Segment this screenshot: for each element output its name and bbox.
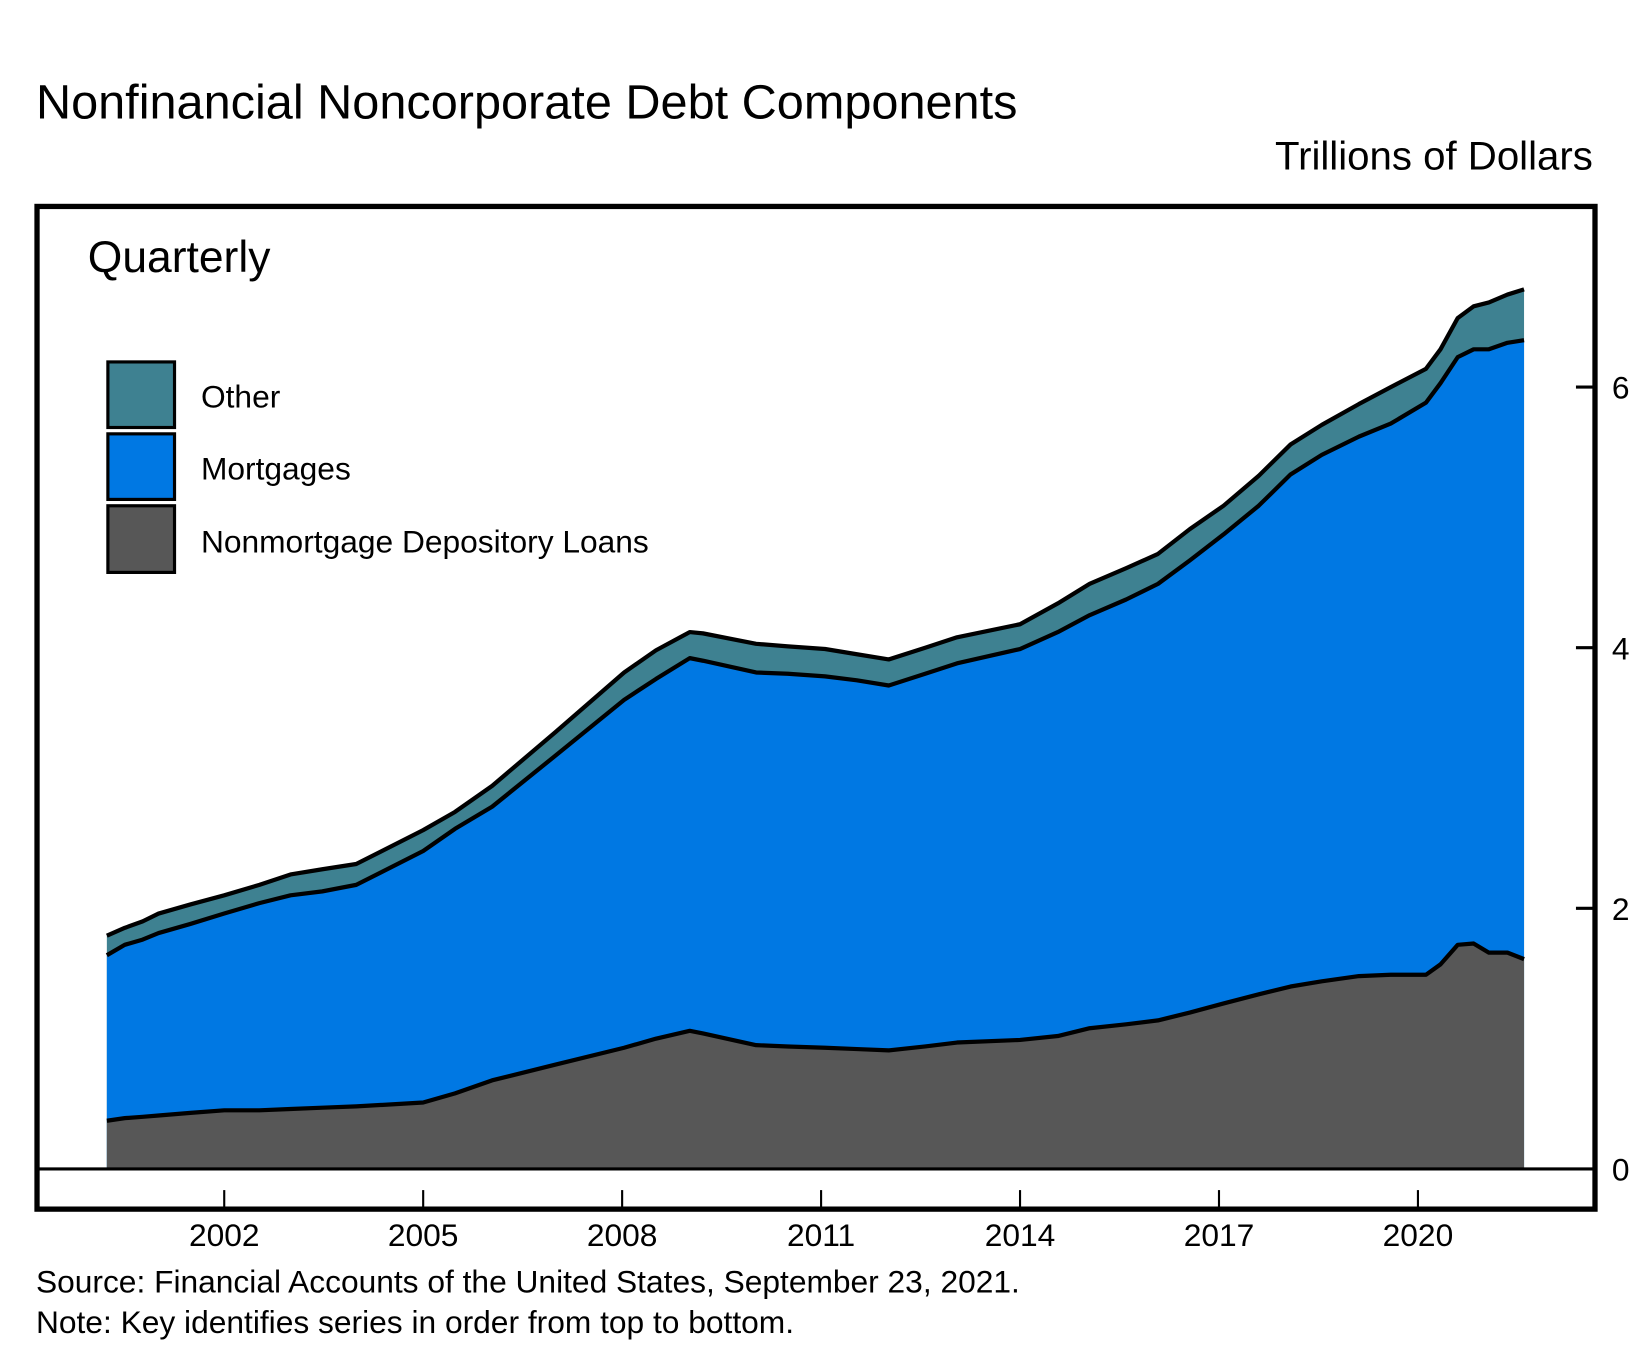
x-tick-label: 2008 (587, 1217, 658, 1253)
y-tick-label: 4 (1612, 630, 1630, 666)
y-axis: 0 2 4 6 (1575, 370, 1630, 1188)
y-tick-label: 0 (1612, 1152, 1630, 1188)
x-tick-label: 2020 (1383, 1217, 1454, 1253)
area-nonmortgage-depository-loans (106, 943, 1525, 1169)
source-note: Source: Financial Accounts of the United… (36, 1264, 1020, 1300)
x-tick-label: 2014 (985, 1217, 1056, 1253)
x-tick-label: 2002 (189, 1217, 260, 1253)
legend-label-other: Other (201, 378, 281, 414)
line-nonmortgage-depository-loans (106, 941, 1525, 1123)
legend-label-nonmortgage: Nonmortgage Depository Loans (201, 523, 649, 559)
legend: Other Mortgages Nonmortgage Depository L… (106, 360, 649, 574)
units-label: Trillions of Dollars (1275, 133, 1593, 178)
x-axis: 2002 2005 2008 2011 2014 2017 2020 (189, 1190, 1453, 1253)
line-mortgages (105, 338, 1525, 958)
area-mortgages (106, 340, 1525, 1169)
y-tick-label: 6 (1612, 370, 1630, 406)
legend-swatch-other (106, 360, 177, 430)
legend-label-mortgages: Mortgages (201, 450, 351, 486)
line-other (106, 287, 1525, 938)
y-tick-label: 2 (1612, 891, 1630, 927)
x-tick-label: 2017 (1184, 1217, 1255, 1253)
frequency-label: Quarterly (88, 233, 271, 282)
plot-frame (34, 203, 1598, 1212)
x-tick-label: 2011 (787, 1217, 855, 1253)
legend-swatch-mortgages (106, 432, 177, 502)
x-tick-label: 2005 (388, 1217, 459, 1253)
plot-area (105, 287, 1525, 1169)
key-note: Note: Key identifies series in order fro… (36, 1304, 794, 1340)
chart-title: Nonfinancial Noncorporate Debt Component… (36, 76, 1017, 130)
legend-swatch-nonmortgage (106, 504, 177, 574)
